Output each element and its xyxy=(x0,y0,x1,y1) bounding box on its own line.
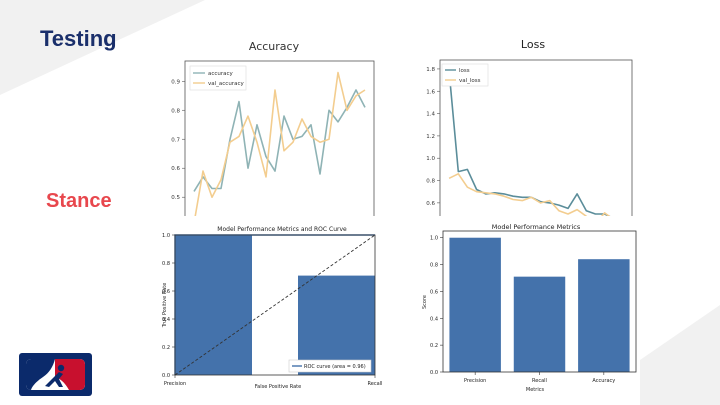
y-tick-label: 1.6 xyxy=(426,89,435,95)
y-tick-label: 0.6 xyxy=(162,289,170,295)
accuracy-plot-frame xyxy=(184,60,375,216)
slide-title: Testing xyxy=(40,26,117,51)
series-line-loss xyxy=(448,71,611,216)
y-tick-label: 0.9 xyxy=(171,79,180,85)
slide-subtitle: Stance xyxy=(46,190,112,212)
roc-xlabel: False Positive Rate xyxy=(255,384,301,390)
legend-label-val-accuracy: val_accuracy xyxy=(208,81,244,87)
y-tick-label: 0.8 xyxy=(430,263,438,269)
bar-recall xyxy=(298,275,375,375)
y-tick-label: 1.2 xyxy=(426,134,435,140)
accuracy-chart-title: Accuracy xyxy=(249,40,300,53)
metrics-ylabel: Score xyxy=(422,295,428,309)
metrics-chart-title: Model Performance Metrics xyxy=(492,223,581,231)
roc-plot-frame xyxy=(174,234,376,376)
y-tick-label: 0.8 xyxy=(426,179,435,185)
y-tick-label: 0.5 xyxy=(171,195,180,201)
roc-diagonal-line xyxy=(174,234,376,376)
roc-ylabel: True Positive Rate xyxy=(162,283,168,329)
y-tick-label: 0.4 xyxy=(162,317,170,323)
corner-decoration-bottom-right xyxy=(640,305,720,405)
y-tick-label: 1.0 xyxy=(426,156,435,162)
roc-chart-title: Model Performance Metrics and ROC Curve xyxy=(217,226,347,233)
mlb-logo-icon xyxy=(19,353,92,396)
bar-precision xyxy=(449,237,501,372)
loss-plot-frame xyxy=(439,59,633,216)
y-tick-label: 0.2 xyxy=(430,343,438,349)
y-tick-label: 1.0 xyxy=(430,236,438,242)
y-tick-label: 1.8 xyxy=(426,67,435,73)
y-tick-label: 0.2 xyxy=(162,345,170,351)
series-line-accuracy xyxy=(193,89,366,192)
x-tick-label: Precision xyxy=(464,378,486,384)
x-tick-label: Recall xyxy=(532,378,547,384)
y-tick-label: 0.0 xyxy=(430,370,438,376)
y-tick-label: 1.0 xyxy=(162,233,170,239)
y-tick-label: 0.8 xyxy=(171,108,180,114)
legend-label-loss: loss xyxy=(459,68,470,74)
y-tick-label: 0.6 xyxy=(430,289,438,295)
accuracy-chart: Accuracy 0.02.55.07.510.012.515.017.50.4… xyxy=(171,40,375,216)
y-tick-label: 0.6 xyxy=(426,201,435,207)
roc-chart: Model Performance Metrics and ROC Curve … xyxy=(162,226,383,390)
roc-legend: ROC curve (area = 0.96) xyxy=(288,359,372,373)
roc-legend-label: ROC curve (area = 0.96) xyxy=(304,364,366,370)
corner-decoration-top-left xyxy=(0,0,205,95)
legend-label-accuracy: accuracy xyxy=(208,71,234,77)
accuracy-legend: accuracy val_accuracy xyxy=(189,65,247,91)
y-tick-label: 1.4 xyxy=(426,112,435,118)
legend-label-val-loss: val_loss xyxy=(459,78,481,84)
metrics-xlabel: Metrics xyxy=(526,387,545,393)
y-tick-label: 0.0 xyxy=(162,373,170,379)
y-tick-label: 0.7 xyxy=(171,137,180,143)
x-tick-label: Recall xyxy=(368,381,383,387)
bar-precision xyxy=(175,235,252,375)
x-tick-label: Accuracy xyxy=(592,378,615,384)
loss-legend: loss val_loss xyxy=(441,63,489,87)
y-tick-label: 0.8 xyxy=(162,261,170,267)
y-tick-label: 0.6 xyxy=(171,166,180,172)
x-tick-label: Precision xyxy=(164,381,186,387)
metrics-chart: Model Performance Metrics Precision Recal… xyxy=(422,223,637,393)
y-tick-label: 0.4 xyxy=(430,316,438,322)
bar-accuracy xyxy=(578,259,630,372)
series-line-val-loss xyxy=(448,173,611,216)
loss-chart: Loss 0.02.55.07.510.012.515.017.50.40.60… xyxy=(426,38,633,216)
series-line-val-accuracy xyxy=(194,71,366,216)
bar-recall xyxy=(513,276,566,372)
loss-chart-title: Loss xyxy=(521,38,545,51)
